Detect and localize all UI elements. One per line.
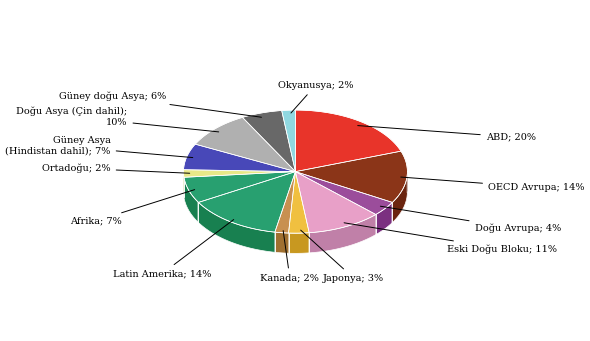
Text: Afrika; 7%: Afrika; 7%: [70, 190, 195, 225]
Polygon shape: [183, 144, 296, 172]
Polygon shape: [184, 172, 296, 203]
Polygon shape: [242, 110, 296, 172]
Text: ABD; 20%: ABD; 20%: [358, 125, 536, 142]
Polygon shape: [289, 233, 309, 253]
Polygon shape: [275, 172, 296, 233]
Text: OECD Avrupa; 14%: OECD Avrupa; 14%: [401, 177, 585, 192]
Polygon shape: [296, 172, 376, 233]
Polygon shape: [392, 172, 407, 223]
Polygon shape: [289, 172, 309, 233]
Polygon shape: [198, 203, 275, 252]
Text: Ortadoğu; 2%: Ortadoğu; 2%: [42, 164, 190, 173]
Polygon shape: [296, 110, 401, 172]
Text: Kanada; 2%: Kanada; 2%: [260, 231, 319, 282]
Polygon shape: [296, 172, 392, 214]
Text: Doğu Avrupa; 4%: Doğu Avrupa; 4%: [381, 206, 561, 234]
Text: Latin Amerika; 14%: Latin Amerika; 14%: [113, 220, 234, 278]
Polygon shape: [198, 172, 296, 232]
Polygon shape: [281, 110, 296, 172]
Polygon shape: [376, 203, 392, 235]
Text: Doğu Asya (Çin dahil);
10%: Doğu Asya (Çin dahil); 10%: [17, 107, 219, 132]
Polygon shape: [183, 170, 296, 177]
Polygon shape: [309, 214, 376, 253]
Polygon shape: [195, 117, 296, 172]
Text: Güney doğu Asya; 6%: Güney doğu Asya; 6%: [60, 92, 261, 117]
Polygon shape: [275, 232, 289, 253]
Text: Japonya; 3%: Japonya; 3%: [301, 230, 384, 282]
Polygon shape: [184, 177, 198, 223]
Text: Eski Doğu Bloku; 11%: Eski Doğu Bloku; 11%: [344, 223, 556, 254]
Polygon shape: [296, 151, 408, 203]
Text: Okyanusya; 2%: Okyanusya; 2%: [278, 81, 353, 113]
Text: Güney Asya
(Hindistan dahil); 7%: Güney Asya (Hindistan dahil); 7%: [5, 136, 193, 158]
